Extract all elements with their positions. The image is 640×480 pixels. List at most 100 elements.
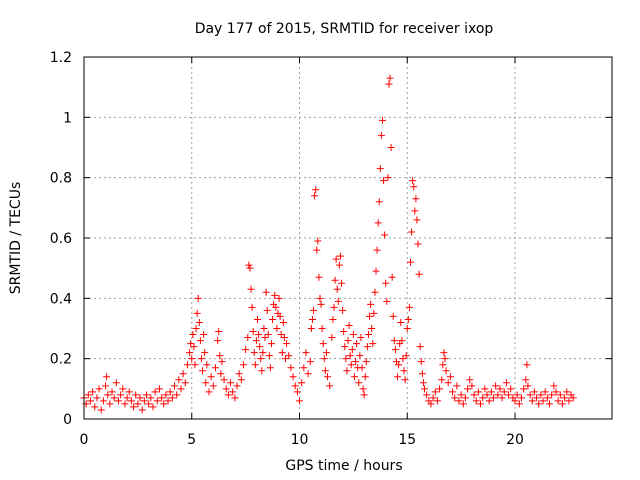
data-point (357, 334, 365, 342)
data-point (153, 397, 161, 405)
data-point (273, 325, 281, 332)
data-point (202, 379, 210, 387)
data-point (383, 297, 391, 305)
data-point (306, 358, 314, 366)
data-point (411, 207, 419, 215)
data-point (344, 337, 352, 345)
data-point (355, 379, 363, 387)
data-point (266, 364, 274, 372)
data-point (489, 394, 497, 402)
data-point (106, 400, 114, 408)
data-point (440, 349, 448, 357)
data-point (214, 337, 222, 345)
data-point (390, 337, 398, 345)
data-point (558, 400, 566, 408)
data-point (336, 252, 344, 260)
data-point (474, 388, 482, 396)
data-point (248, 303, 256, 311)
data-point (375, 198, 383, 206)
data-point (269, 315, 277, 323)
data-point (91, 403, 99, 411)
data-point (459, 400, 467, 408)
data-point (300, 364, 308, 372)
data-point (260, 325, 268, 332)
data-point (293, 388, 301, 396)
data-point (246, 264, 254, 272)
data-point (373, 246, 381, 254)
data-point (267, 340, 275, 348)
data-point (287, 364, 295, 372)
data-point (119, 385, 127, 393)
data-point (441, 355, 449, 363)
data-point (485, 397, 493, 405)
data-point (173, 391, 181, 399)
data-point (263, 306, 271, 314)
data-point (340, 328, 348, 336)
data-point (412, 195, 420, 203)
data-point (394, 373, 402, 381)
data-point (320, 355, 328, 363)
data-point (149, 403, 157, 411)
data-point (400, 367, 408, 375)
data-point (341, 343, 349, 351)
data-point (535, 400, 543, 408)
data-point (363, 343, 371, 351)
data-points (80, 74, 577, 414)
data-point (209, 382, 217, 390)
data-point (134, 400, 142, 408)
data-point (99, 397, 107, 405)
data-point (498, 394, 506, 402)
data-point (255, 331, 263, 339)
data-point (235, 370, 243, 378)
data-point (569, 394, 577, 402)
data-point (397, 318, 405, 326)
data-point (353, 340, 361, 348)
data-point (376, 165, 384, 173)
data-point (203, 361, 211, 369)
data-point (205, 388, 213, 396)
data-point (310, 306, 318, 314)
data-point (130, 403, 138, 411)
data-point (385, 80, 393, 88)
data-point (222, 385, 230, 393)
data-point (404, 315, 412, 323)
data-point (322, 349, 330, 357)
data-point (481, 385, 489, 393)
data-point (563, 388, 571, 396)
data-point (262, 288, 270, 296)
data-point (168, 394, 176, 402)
data-point (321, 367, 329, 375)
data-point (472, 397, 480, 405)
data-point (114, 397, 122, 405)
data-point (541, 388, 549, 396)
x-tick-label: 20 (506, 432, 524, 448)
data-point (369, 340, 377, 348)
data-point (388, 273, 396, 281)
data-point (162, 391, 170, 399)
data-point (346, 352, 354, 360)
data-point (250, 349, 258, 357)
data-point (374, 219, 382, 227)
data-point (343, 367, 351, 375)
data-point (319, 340, 327, 348)
data-point (140, 397, 148, 405)
data-point (285, 352, 293, 360)
data-point (368, 325, 376, 332)
data-point (561, 394, 569, 402)
data-point (345, 321, 353, 329)
y-axis-label: SRMTID / TECUs (8, 182, 24, 295)
data-point (522, 376, 530, 384)
data-point (328, 334, 336, 342)
data-point (511, 397, 519, 405)
data-point (164, 397, 172, 405)
data-point (138, 406, 146, 414)
data-point (315, 273, 323, 281)
data-point (403, 325, 411, 332)
data-point (364, 331, 372, 339)
data-point (378, 116, 386, 124)
data-point (421, 385, 429, 393)
data-point (265, 352, 273, 360)
data-point (194, 294, 202, 302)
data-point (217, 370, 225, 378)
data-point (187, 340, 195, 348)
